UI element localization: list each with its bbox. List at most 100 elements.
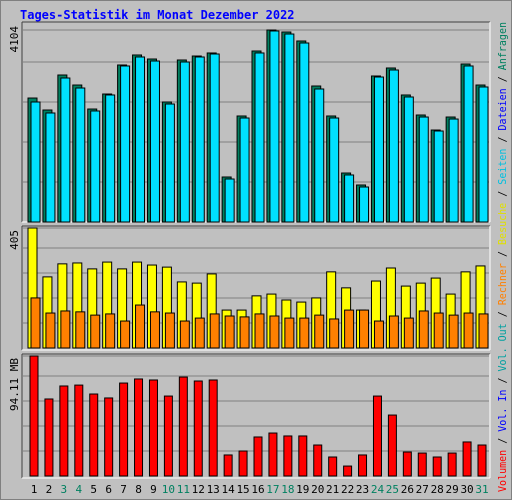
bar xyxy=(463,312,474,349)
bar xyxy=(358,454,368,477)
bar xyxy=(478,86,489,223)
bar xyxy=(60,310,71,349)
bar xyxy=(299,42,310,223)
bar xyxy=(343,465,353,477)
bar xyxy=(148,379,158,477)
bar xyxy=(149,311,160,349)
bar xyxy=(372,395,382,477)
bar xyxy=(283,435,293,477)
legend-separator: / xyxy=(496,130,509,148)
bar xyxy=(239,316,250,349)
legend-separator: / xyxy=(496,185,509,203)
chart-title: Tages-Statistik im Monat Dezember 2022 xyxy=(20,8,295,22)
bar xyxy=(163,395,173,477)
x-tick-label: 27 xyxy=(416,483,429,496)
bar xyxy=(402,451,412,477)
bar xyxy=(478,313,489,349)
bar xyxy=(359,186,370,223)
bar xyxy=(193,380,203,477)
bar xyxy=(164,103,175,223)
x-tick-label: 26 xyxy=(401,483,414,496)
bar xyxy=(179,61,190,223)
legend-text: Volumen / Vol. In / Vol. Out / Rechner /… xyxy=(496,22,509,492)
x-tick-label: 8 xyxy=(135,483,142,496)
x-tick-label: 12 xyxy=(192,483,205,496)
bar xyxy=(418,310,429,349)
legend-item: Besuche xyxy=(496,203,509,245)
bar xyxy=(299,317,310,349)
bar xyxy=(29,355,39,477)
legend-item: Anfragen xyxy=(496,22,509,70)
bar xyxy=(254,52,265,223)
bar xyxy=(388,69,399,223)
bar xyxy=(164,312,175,349)
bar xyxy=(373,76,384,223)
bar xyxy=(269,315,280,349)
bar xyxy=(239,117,250,223)
x-tick-label: 31 xyxy=(475,483,488,496)
x-tick-label: 11 xyxy=(177,483,190,496)
x-tick-label: 16 xyxy=(251,483,264,496)
x-tick-label: 13 xyxy=(207,483,220,496)
bar xyxy=(105,313,116,349)
legend-separator: / xyxy=(496,70,509,88)
bar xyxy=(344,309,355,349)
bar xyxy=(387,414,397,477)
bar xyxy=(329,318,340,349)
bar xyxy=(209,313,220,349)
bar xyxy=(135,304,146,349)
bar xyxy=(403,317,414,349)
bar xyxy=(30,101,41,223)
bar xyxy=(432,456,442,477)
y-tick-label: 94.11 MB xyxy=(8,358,21,411)
bar xyxy=(119,382,129,477)
bar xyxy=(298,435,308,477)
bar xyxy=(120,65,131,223)
legend: Volumen / Vol. In / Vol. Out / Rechner /… xyxy=(496,22,509,492)
legend-item: Dateien xyxy=(496,88,509,130)
legend-item: Seiten xyxy=(496,149,509,185)
bar xyxy=(90,110,101,223)
x-tick-label: 3 xyxy=(61,483,68,496)
bar xyxy=(224,315,235,349)
bar xyxy=(238,450,248,477)
x-tick-label: 25 xyxy=(386,483,399,496)
bar xyxy=(359,309,370,349)
x-tick-label: 18 xyxy=(281,483,294,496)
legend-separator: / xyxy=(496,245,509,263)
bar xyxy=(417,452,427,477)
bar xyxy=(284,317,295,349)
bar xyxy=(223,454,233,477)
legend-item: Vol. In xyxy=(496,390,509,432)
bar xyxy=(253,436,263,477)
bar xyxy=(194,56,205,223)
bar xyxy=(90,314,101,349)
bar xyxy=(448,314,459,349)
bar xyxy=(314,314,325,349)
x-tick-label: 20 xyxy=(311,483,324,496)
bar xyxy=(60,77,71,223)
bar xyxy=(448,118,459,223)
bar xyxy=(447,452,457,477)
x-tick-label: 2 xyxy=(46,483,53,496)
legend-separator: / xyxy=(496,305,509,323)
bar xyxy=(403,96,414,223)
bar xyxy=(44,398,54,477)
bar xyxy=(45,112,56,223)
bar xyxy=(75,87,86,223)
bar xyxy=(45,312,56,349)
legend-item: Rechner xyxy=(496,263,509,306)
bar xyxy=(30,297,41,349)
x-tick-label: 14 xyxy=(222,483,236,496)
legend-separator: / xyxy=(496,432,509,450)
x-tick-label: 7 xyxy=(120,483,127,496)
bar xyxy=(224,178,235,223)
x-tick-label: 17 xyxy=(266,483,279,496)
bar xyxy=(328,456,338,477)
x-tick-label: 9 xyxy=(150,483,157,496)
bar xyxy=(433,130,444,223)
bar xyxy=(208,379,218,477)
x-tick-label: 23 xyxy=(356,483,369,496)
bar xyxy=(120,320,131,349)
